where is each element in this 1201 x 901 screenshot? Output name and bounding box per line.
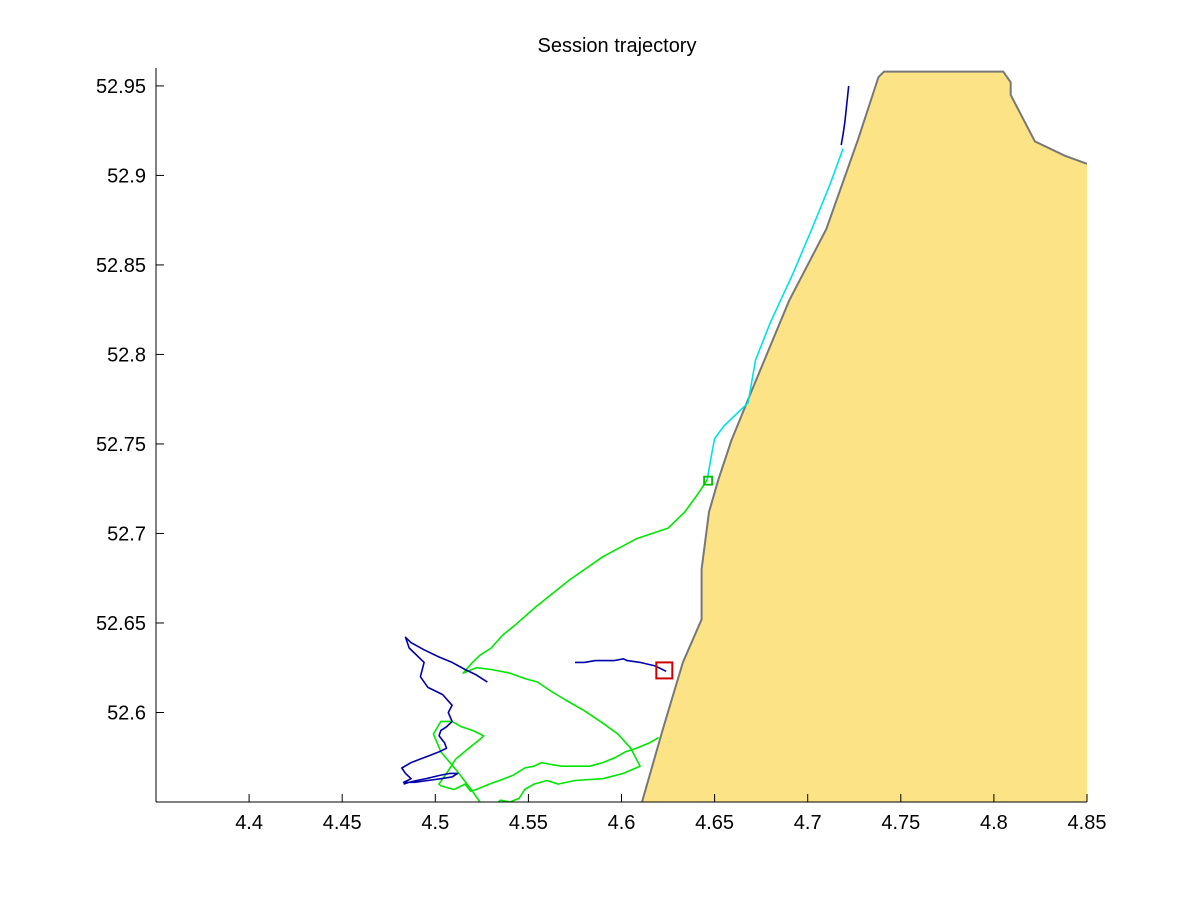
start-marker: [703, 475, 713, 486]
track-green: [432, 479, 708, 802]
track-cyan: [706, 148, 844, 480]
land-area: [642, 71, 1087, 802]
track-dark-blue-west: [400, 636, 488, 785]
x-tick-label: 4.75: [881, 812, 920, 834]
track-dark-blue-south: [575, 657, 667, 673]
x-tick-label: 4.4: [235, 812, 263, 834]
plot-clip-group: [400, 70, 1087, 802]
x-tick-label: 4.7: [794, 812, 822, 834]
chart-title: Session trajectory: [538, 35, 697, 57]
plot-area: [400, 70, 1087, 802]
y-tick-label: 52.95: [96, 76, 146, 98]
y-tick-label: 52.7: [107, 523, 146, 545]
x-tick-label: 4.45: [323, 812, 362, 834]
x-tick-label: 4.85: [1068, 812, 1107, 834]
x-tick-label: 4.5: [421, 812, 449, 834]
y-tick-label: 52.8: [107, 344, 146, 366]
track-dark-blue-north: [840, 85, 850, 146]
y-tick-label: 52.75: [96, 434, 146, 456]
y-tick-label: 52.6: [107, 702, 146, 724]
x-tick-label: 4.8: [980, 812, 1008, 834]
y-tick-label: 52.65: [96, 613, 146, 635]
x-tick-label: 4.6: [608, 812, 636, 834]
end-marker: [655, 661, 674, 680]
y-tick-label: 52.9: [107, 165, 146, 187]
coastline: [641, 70, 1087, 802]
axes: 4.4 4.45 4.5 4.55 4.6 4.65 4.7 4.75 4.8 4.8552.65…: [96, 68, 1107, 834]
x-tick-label: 4.65: [695, 812, 734, 834]
x-tick-label: 4.55: [509, 812, 548, 834]
y-tick-label: 52.85: [96, 255, 146, 277]
